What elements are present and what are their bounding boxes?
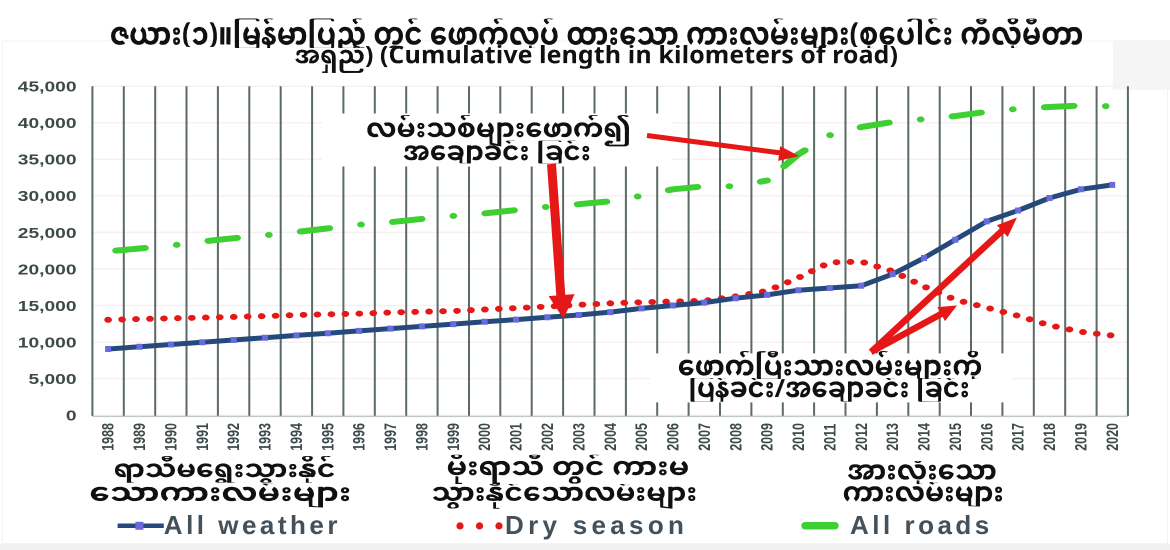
svg-text:2002: 2002 (540, 423, 558, 451)
svg-text:2016: 2016 (979, 423, 997, 451)
svg-text:2019: 2019 (1073, 423, 1091, 451)
svg-text:2001: 2001 (508, 423, 526, 451)
svg-text:1989: 1989 (132, 423, 150, 451)
svg-text:2014: 2014 (916, 423, 934, 451)
svg-text:40,000: 40,000 (18, 114, 77, 131)
svg-text:2006: 2006 (665, 423, 683, 451)
svg-text:5,000: 5,000 (28, 370, 76, 387)
svg-text:All weather: All weather (164, 510, 341, 540)
svg-text:1999: 1999 (445, 423, 463, 451)
svg-text:Dry season: Dry season (505, 510, 688, 540)
svg-text:2017: 2017 (1010, 423, 1028, 451)
svg-text:1995: 1995 (320, 423, 338, 451)
svg-text:25,000: 25,000 (18, 224, 77, 241)
svg-text:1996: 1996 (351, 423, 369, 451)
svg-text:2018: 2018 (1042, 423, 1060, 451)
svg-text:2003: 2003 (571, 423, 589, 451)
svg-text:2004: 2004 (602, 423, 620, 451)
svg-text:30,000: 30,000 (18, 187, 77, 204)
svg-text:1994: 1994 (289, 423, 307, 451)
svg-text:1997: 1997 (383, 423, 401, 451)
svg-text:2020: 2020 (1104, 423, 1122, 451)
svg-text:2015: 2015 (947, 423, 965, 451)
svg-text:1992: 1992 (226, 423, 244, 451)
svg-text:15,000: 15,000 (18, 297, 77, 314)
svg-text:2011: 2011 (822, 424, 840, 451)
svg-text:2008: 2008 (728, 423, 746, 451)
svg-text:2013: 2013 (885, 423, 903, 451)
svg-text:1990: 1990 (163, 423, 181, 451)
svg-text:1991: 1991 (194, 423, 212, 451)
svg-text:20,000: 20,000 (18, 260, 77, 277)
svg-text:2007: 2007 (696, 423, 714, 451)
svg-text:All roads: All roads (850, 510, 993, 540)
svg-text:2010: 2010 (791, 423, 809, 451)
svg-text:1993: 1993 (257, 423, 275, 451)
svg-text:2012: 2012 (853, 423, 871, 451)
svg-text:45,000: 45,000 (18, 78, 77, 95)
svg-text:10,000: 10,000 (18, 334, 77, 351)
svg-text:1988: 1988 (100, 423, 118, 451)
svg-text:35,000: 35,000 (18, 151, 77, 168)
svg-text:2005: 2005 (634, 423, 652, 451)
svg-text:2000: 2000 (477, 423, 495, 451)
svg-text:1998: 1998 (414, 423, 432, 451)
svg-text:2009: 2009 (759, 423, 777, 451)
svg-text:0: 0 (66, 407, 77, 424)
